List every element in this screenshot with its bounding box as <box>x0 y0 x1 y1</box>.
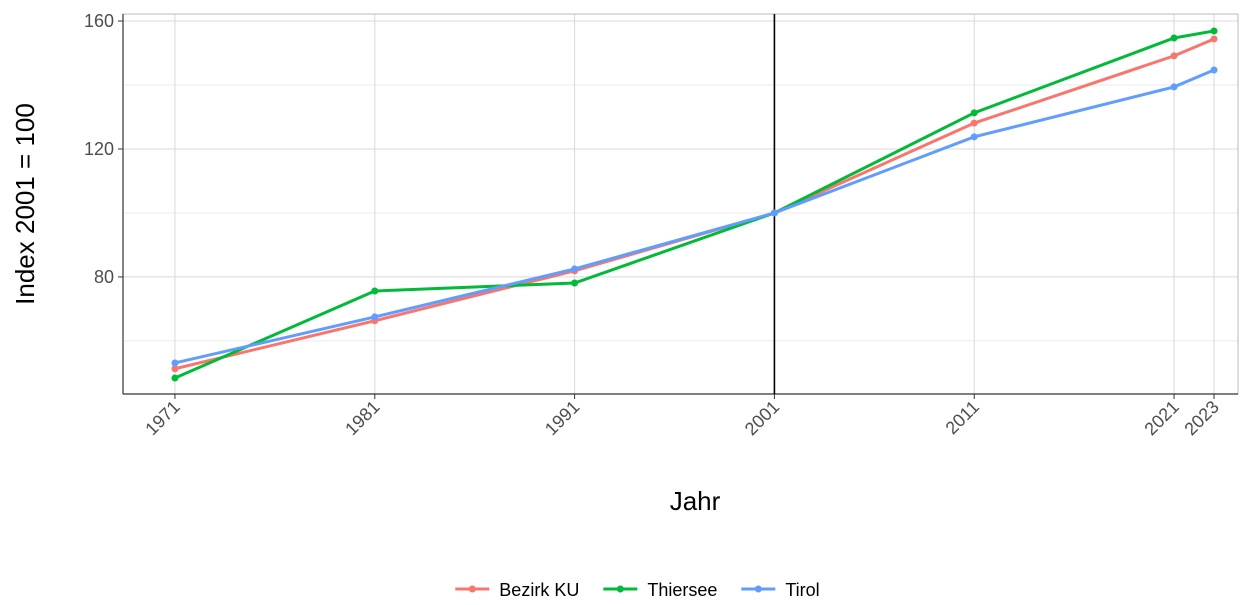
legend-item: Bezirk KU <box>455 580 579 600</box>
data-point <box>171 359 179 367</box>
data-point <box>1210 27 1218 35</box>
data-point <box>1210 35 1218 43</box>
legend-key-point <box>754 585 762 593</box>
data-point <box>1210 66 1218 74</box>
y-tick-label: 160 <box>84 11 114 31</box>
data-point <box>970 119 978 127</box>
legend: Bezirk KU Thiersee Tirol <box>455 580 820 600</box>
data-point <box>571 265 579 273</box>
data-point <box>571 279 579 287</box>
legend-label: Tirol <box>785 580 819 600</box>
data-point <box>970 109 978 117</box>
y-axis-title: Index 2001 = 100 <box>10 103 40 305</box>
x-tick-label: 1991 <box>541 397 583 439</box>
x-tick-label: 1981 <box>341 397 383 439</box>
data-point <box>1170 34 1178 42</box>
x-tick-label: 2021 <box>1140 397 1182 439</box>
x-tick-label: 2011 <box>942 397 984 439</box>
y-tick-label: 120 <box>84 139 114 159</box>
legend-key-point <box>468 585 476 593</box>
data-point <box>371 313 379 321</box>
legend-key-point <box>616 585 624 593</box>
x-tick-label: 1971 <box>141 397 183 439</box>
data-point <box>1170 83 1178 91</box>
legend-item: Tirol <box>741 580 820 600</box>
data-point <box>171 374 179 382</box>
x-tick-label: 2023 <box>1180 397 1222 439</box>
legend-label: Bezirk KU <box>499 580 579 600</box>
data-point <box>171 365 179 373</box>
series-line <box>174 37 1215 371</box>
data-point <box>1170 52 1178 60</box>
y-tick-label: 80 <box>94 267 114 287</box>
x-tick-label: 2001 <box>741 397 783 439</box>
data-point <box>970 133 978 141</box>
series-line <box>174 68 1215 365</box>
legend-item: Thiersee <box>603 580 717 600</box>
x-axis-title: Jahr <box>670 486 721 516</box>
data-point <box>371 287 379 295</box>
data-point <box>770 209 778 217</box>
legend-label: Thiersee <box>647 580 717 600</box>
